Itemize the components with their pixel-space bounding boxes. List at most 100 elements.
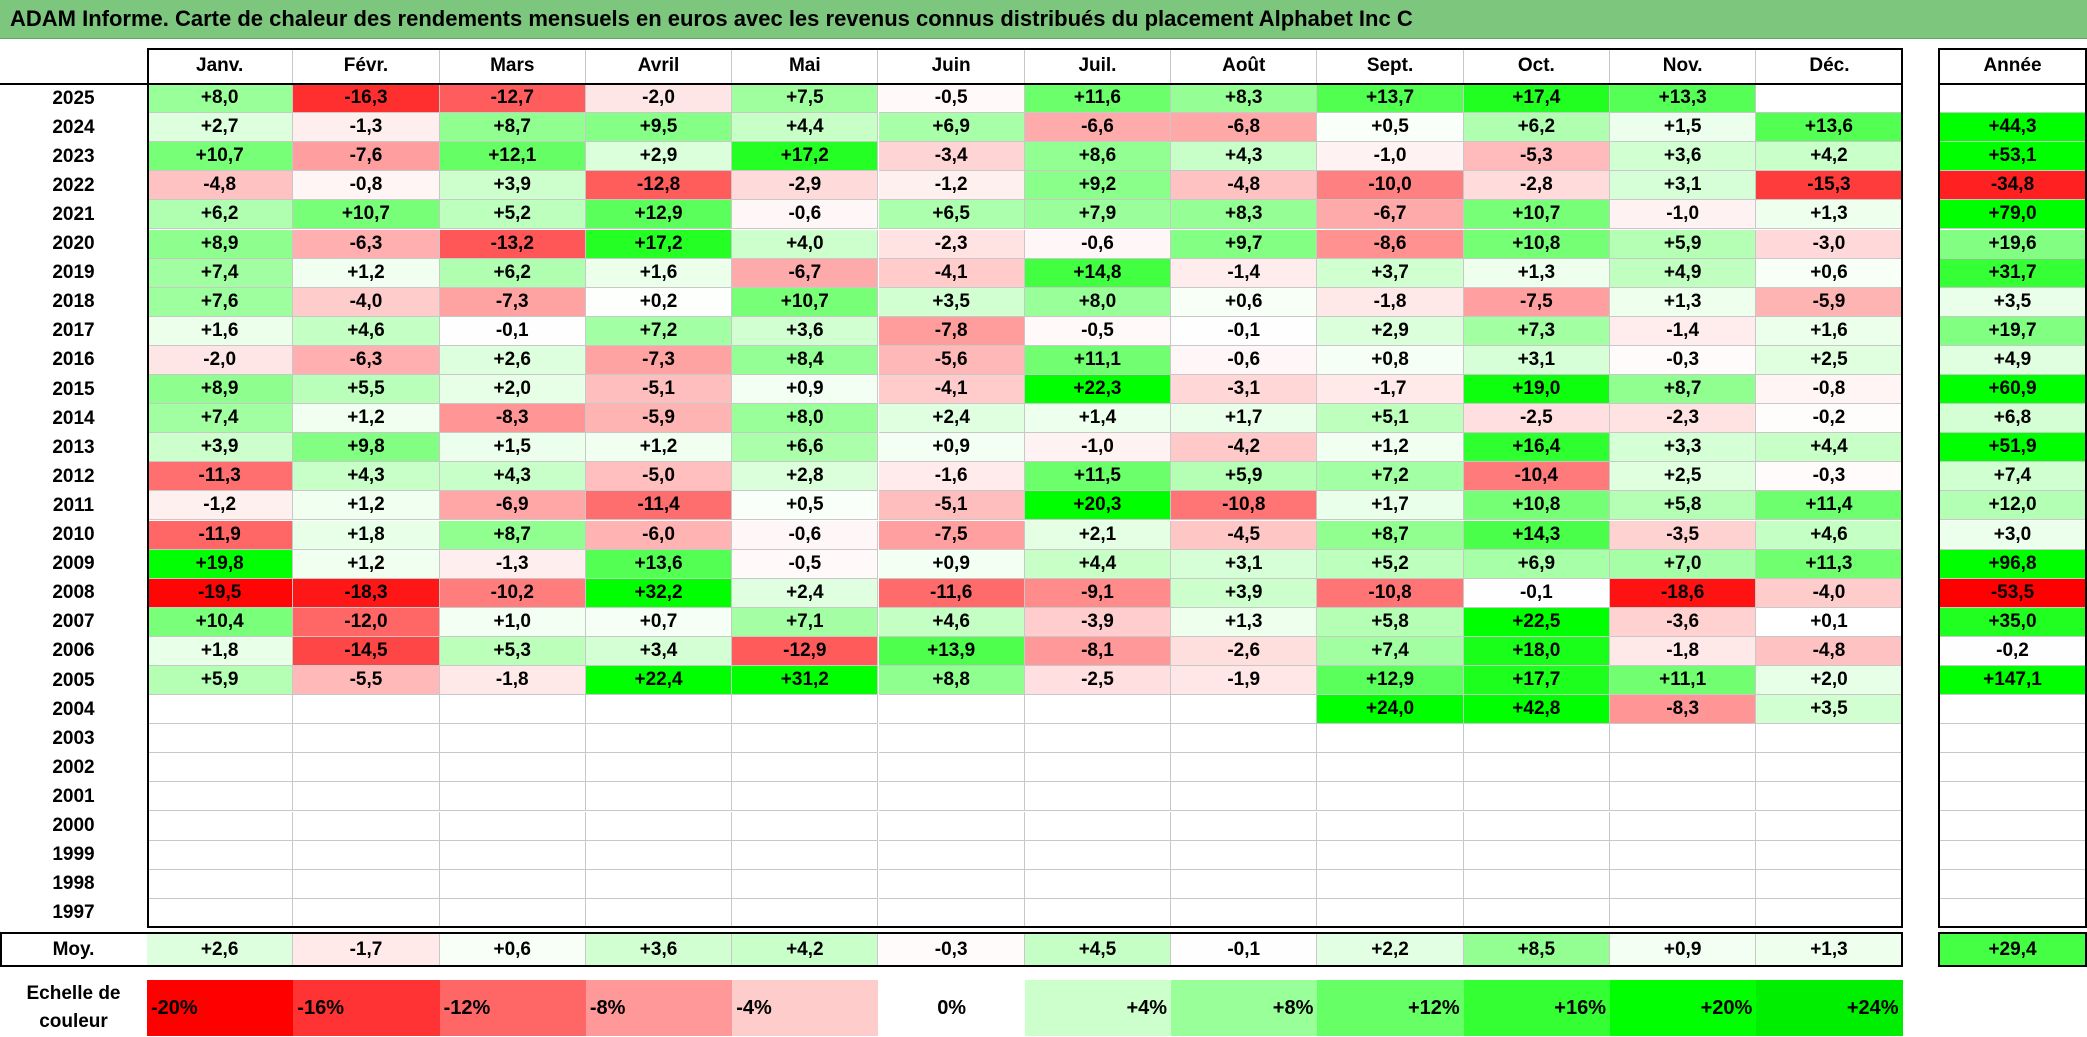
heatmap-cell xyxy=(293,840,440,870)
heatmap-cell: -10,8 xyxy=(1317,578,1464,608)
heatmap-cell: -3,4 xyxy=(878,142,1025,172)
heatmap-cell: -0,6 xyxy=(732,520,879,550)
heatmap-cell: +8,0 xyxy=(147,84,294,114)
heatmap-cell: +0,6 xyxy=(1756,258,1903,288)
heatmap-cell: -1,0 xyxy=(1024,433,1172,463)
color-scale-swatch: +8% xyxy=(1171,980,1318,1036)
heatmap-cell xyxy=(1610,811,1757,841)
heatmap-cell: -0,8 xyxy=(293,171,440,201)
heatmap-cell: +13,3 xyxy=(1610,84,1757,114)
heatmap-cell: +9,5 xyxy=(585,113,733,143)
average-cell: +2,2 xyxy=(1317,932,1464,967)
heatmap-cell: -0,6 xyxy=(1024,229,1172,259)
heatmap-cell: +11,3 xyxy=(1756,549,1903,579)
heatmap-cell xyxy=(1024,811,1172,841)
heatmap-cell: -12,8 xyxy=(585,171,733,201)
heatmap-cell xyxy=(293,782,440,812)
heatmap-cell: +10,7 xyxy=(147,142,294,172)
heatmap-cell xyxy=(1756,782,1903,812)
heatmap-cell: +1,2 xyxy=(585,433,733,463)
heatmap-cell: -1,9 xyxy=(1171,666,1318,696)
heatmap-cell xyxy=(1171,811,1318,841)
year-label: 2003 xyxy=(52,727,95,749)
year-label: 2005 xyxy=(52,669,95,691)
heatmap-cell: +9,8 xyxy=(293,433,440,463)
heatmap-cell: +7,5 xyxy=(732,84,879,114)
heatmap-cell: +3,4 xyxy=(585,636,733,666)
color-scale-swatch: +24% xyxy=(1756,980,1903,1036)
heatmap-cell xyxy=(147,840,294,870)
heatmap-cell xyxy=(1756,869,1903,899)
heatmap-cell: +5,8 xyxy=(1317,607,1464,637)
heatmap-cell: +2,7 xyxy=(147,113,294,143)
annual-cell xyxy=(1938,753,2087,783)
heatmap-cell: -7,3 xyxy=(585,345,733,375)
annual-cell: +4,9 xyxy=(1938,345,2087,375)
heatmap-cell: +2,5 xyxy=(1756,345,1903,375)
heatmap-cell: -0,6 xyxy=(732,200,879,230)
heatmap-cell: +6,2 xyxy=(1463,113,1610,143)
heatmap-cell: +0,6 xyxy=(1171,287,1318,317)
color-scale-swatch: 0% xyxy=(878,980,1025,1036)
heatmap-cell: +8,6 xyxy=(1024,142,1172,172)
month-header: Janv. xyxy=(147,48,294,84)
heatmap-cell: +10,8 xyxy=(1463,229,1610,259)
heatmap-cell: +1,2 xyxy=(1317,433,1464,463)
heatmap-cell: +8,0 xyxy=(1024,287,1172,317)
heatmap-cell: -1,8 xyxy=(1317,287,1464,317)
heatmap-cell xyxy=(732,782,879,812)
month-header: Mars xyxy=(440,48,586,84)
heatmap-cell: +2,9 xyxy=(585,142,733,172)
heatmap-cell: +3,1 xyxy=(1171,549,1318,579)
annual-cell xyxy=(1938,898,2087,928)
heatmap-cell xyxy=(1610,724,1757,754)
heatmap-cell xyxy=(585,811,733,841)
heatmap-cell: +3,5 xyxy=(878,287,1025,317)
heatmap-cell: +10,8 xyxy=(1463,491,1610,521)
heatmap-cell: -5,3 xyxy=(1463,142,1610,172)
heatmap-cell: -2,8 xyxy=(1463,171,1610,201)
heatmap-cell: -13,2 xyxy=(439,229,586,259)
heatmap-cell: -6,7 xyxy=(1317,200,1464,230)
heatmap-cell xyxy=(1171,869,1318,899)
year-label: 2021 xyxy=(52,203,95,225)
heatmap-cell: -6,0 xyxy=(585,520,733,550)
month-header: Août xyxy=(1171,48,1318,84)
color-scale-swatch: -12% xyxy=(439,980,586,1036)
heatmap-cell xyxy=(1171,782,1318,812)
heatmap-cell xyxy=(1756,811,1903,841)
heatmap-cell xyxy=(147,898,294,928)
heatmap-cell: +11,5 xyxy=(1024,462,1172,492)
heatmap-cell: +5,8 xyxy=(1610,491,1757,521)
heatmap-cell: -5,1 xyxy=(878,491,1025,521)
heatmap-cell: +9,7 xyxy=(1171,229,1318,259)
heatmap-cell xyxy=(1317,724,1464,754)
heatmap-cell xyxy=(878,724,1025,754)
heatmap-cell xyxy=(1171,898,1318,928)
heatmap-cell xyxy=(878,695,1025,725)
heatmap-cell xyxy=(439,753,586,783)
heatmap-cell: -4,1 xyxy=(878,258,1025,288)
year-label: 1999 xyxy=(52,844,95,866)
year-label: 2000 xyxy=(52,815,95,837)
year-label: 2012 xyxy=(52,465,95,487)
heatmap-cell xyxy=(293,753,440,783)
heatmap-cell: -11,3 xyxy=(147,462,294,492)
heatmap-cell: -4,1 xyxy=(878,375,1025,405)
heatmap-cell: +3,9 xyxy=(439,171,586,201)
heatmap-cell: +4,4 xyxy=(1756,433,1903,463)
heatmap-cell: -6,6 xyxy=(1024,113,1172,143)
average-cell: +0,6 xyxy=(439,932,586,967)
heatmap-cell: +11,4 xyxy=(1756,491,1903,521)
heatmap-cell xyxy=(147,753,294,783)
heatmap-cell: +11,1 xyxy=(1024,345,1172,375)
heatmap-cell: -0,8 xyxy=(1756,375,1903,405)
heatmap-cell: +22,4 xyxy=(585,666,733,696)
heatmap-cell xyxy=(1756,898,1903,928)
heatmap-cell: +14,3 xyxy=(1463,520,1610,550)
annual-cell: +96,8 xyxy=(1938,549,2087,579)
heatmap-cell: -8,6 xyxy=(1317,229,1464,259)
heatmap-cell: -0,1 xyxy=(1463,578,1610,608)
heatmap-cell: -10,8 xyxy=(1171,491,1318,521)
heatmap-cell: +12,9 xyxy=(585,200,733,230)
